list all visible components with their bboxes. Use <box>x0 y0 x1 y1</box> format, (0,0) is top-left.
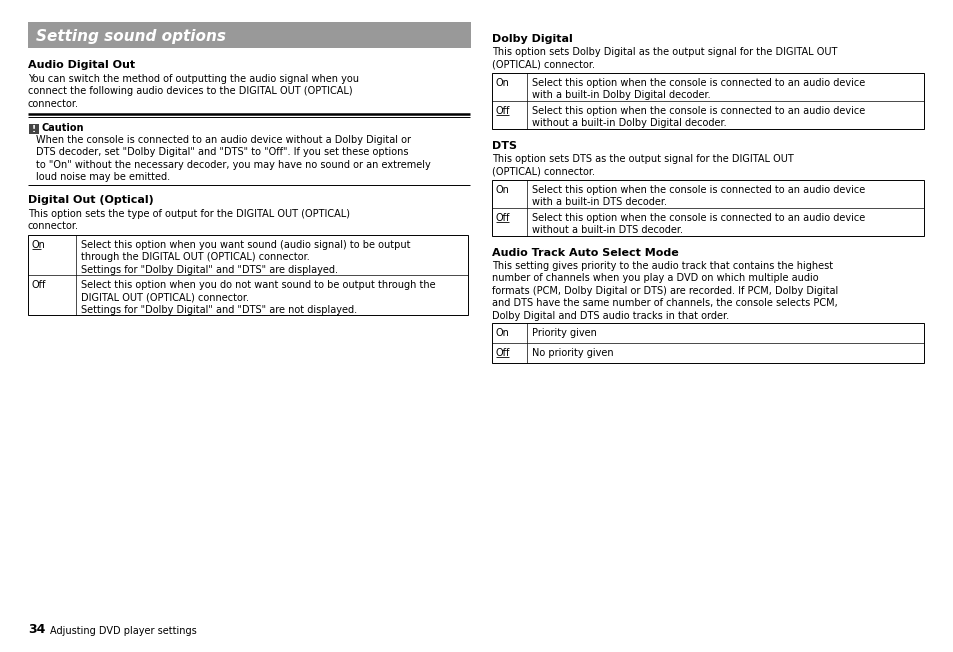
Text: 34: 34 <box>28 623 46 636</box>
Text: No priority given: No priority given <box>532 348 613 358</box>
Text: Select this option when the console is connected to an audio device
without a bu: Select this option when the console is c… <box>532 106 864 128</box>
FancyBboxPatch shape <box>28 235 468 315</box>
Text: Off: Off <box>496 213 510 223</box>
Text: Dolby Digital: Dolby Digital <box>492 34 572 44</box>
Text: When the console is connected to an audio device without a Dolby Digital or
DTS : When the console is connected to an audi… <box>36 135 431 182</box>
Text: On: On <box>496 78 509 88</box>
Text: On: On <box>496 328 509 338</box>
Text: Audio Track Auto Select Mode: Audio Track Auto Select Mode <box>492 248 678 258</box>
Text: You can switch the method of outputting the audio signal when you
connect the fo: You can switch the method of outputting … <box>28 74 358 109</box>
Text: DTS: DTS <box>492 141 517 151</box>
Text: Select this option when the console is connected to an audio device
with a built: Select this option when the console is c… <box>532 185 864 207</box>
Text: Priority given: Priority given <box>532 328 597 338</box>
Text: On: On <box>32 240 46 250</box>
Text: Select this option when the console is connected to an audio device
with a built: Select this option when the console is c… <box>532 78 864 100</box>
Text: On: On <box>496 185 509 195</box>
FancyBboxPatch shape <box>492 323 923 363</box>
Text: This option sets the type of output for the DIGITAL OUT (OPTICAL)
connector.: This option sets the type of output for … <box>28 209 350 231</box>
Text: This setting gives priority to the audio track that contains the highest
number : This setting gives priority to the audio… <box>492 261 838 321</box>
Text: Setting sound options: Setting sound options <box>36 29 226 44</box>
Text: Select this option when you do not want sound to be output through the
DIGITAL O: Select this option when you do not want … <box>81 280 436 315</box>
FancyBboxPatch shape <box>29 124 39 134</box>
Text: Digital Out (Optical): Digital Out (Optical) <box>28 195 153 205</box>
Text: Adjusting DVD player settings: Adjusting DVD player settings <box>50 626 196 636</box>
Text: This option sets Dolby Digital as the output signal for the DIGITAL OUT
(OPTICAL: This option sets Dolby Digital as the ou… <box>492 47 837 69</box>
Text: Audio Digital Out: Audio Digital Out <box>28 60 135 70</box>
Text: Off: Off <box>496 106 510 116</box>
FancyBboxPatch shape <box>28 22 471 48</box>
Text: Off: Off <box>32 280 47 290</box>
Text: This option sets DTS as the output signal for the DIGITAL OUT
(OPTICAL) connecto: This option sets DTS as the output signa… <box>492 154 793 177</box>
Text: Caution: Caution <box>42 123 85 133</box>
Text: Select this option when you want sound (audio signal) to be output
through the D: Select this option when you want sound (… <box>81 240 410 274</box>
Text: !: ! <box>31 125 36 134</box>
Text: Off: Off <box>496 348 510 358</box>
Text: Select this option when the console is connected to an audio device
without a bu: Select this option when the console is c… <box>532 213 864 235</box>
FancyBboxPatch shape <box>492 180 923 236</box>
FancyBboxPatch shape <box>492 73 923 129</box>
